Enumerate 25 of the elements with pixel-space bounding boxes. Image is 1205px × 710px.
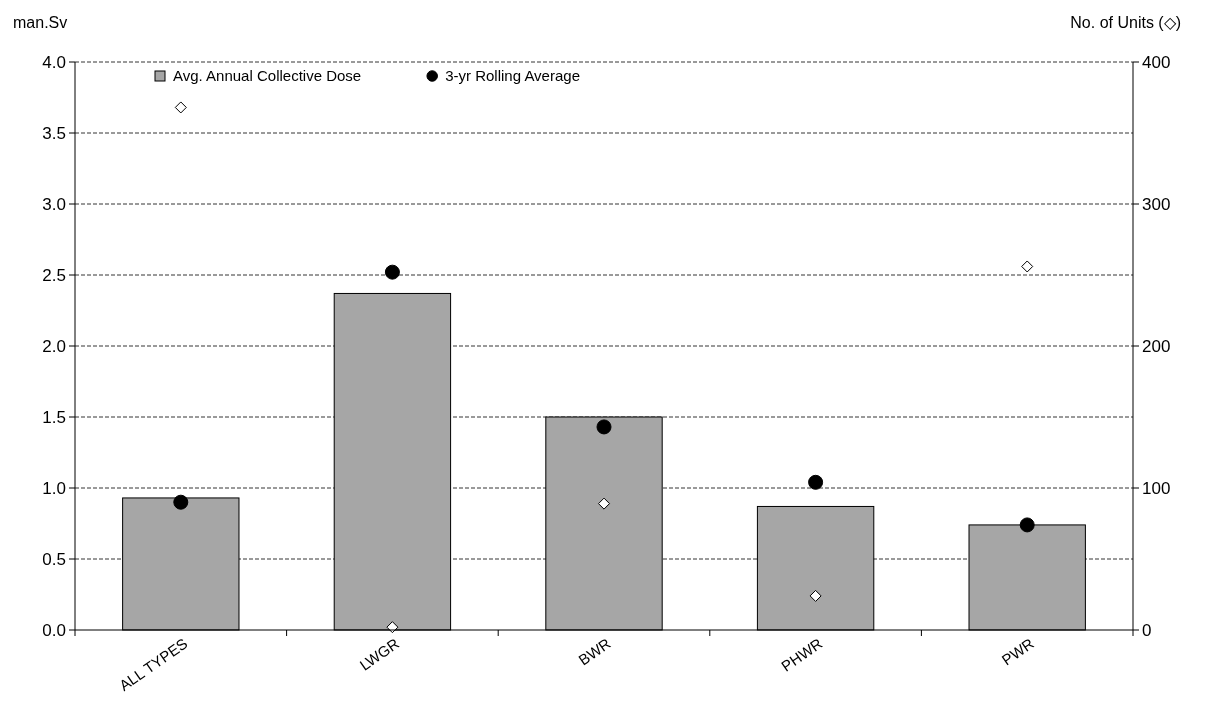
point (173, 494, 189, 510)
y-tick-label: 3.5 (42, 123, 66, 143)
point (384, 264, 400, 280)
point (596, 419, 612, 435)
y2-axis-title: No. of Units (◇) (1070, 14, 1181, 31)
legend-label: 3-yr Rolling Average (445, 67, 580, 85)
point (598, 497, 610, 510)
y2-tick-label: 0 (1142, 620, 1152, 640)
y2-tick-label: 300 (1142, 194, 1171, 214)
y-axis-title: man.Sv (13, 14, 68, 31)
y-tick-label: 3.0 (42, 194, 66, 214)
y-tick-label: 2.5 (42, 265, 66, 285)
point (1019, 517, 1035, 533)
y-tick-label: 1.5 (42, 407, 66, 427)
y-tick-label: 1.0 (42, 478, 66, 498)
y2-tick-label: 400 (1142, 52, 1171, 72)
legend-label: Avg. Annual Collective Dose (173, 67, 362, 85)
y-tick-label: 2.0 (42, 336, 66, 356)
y-tick-label: 0.0 (42, 620, 66, 640)
y2-tick-label: 100 (1142, 478, 1171, 498)
y2-tick-label: 200 (1142, 336, 1171, 356)
point (808, 474, 824, 490)
y-tick-label: 4.0 (42, 52, 66, 72)
point (809, 589, 822, 602)
y-tick-label: 0.5 (42, 549, 66, 569)
